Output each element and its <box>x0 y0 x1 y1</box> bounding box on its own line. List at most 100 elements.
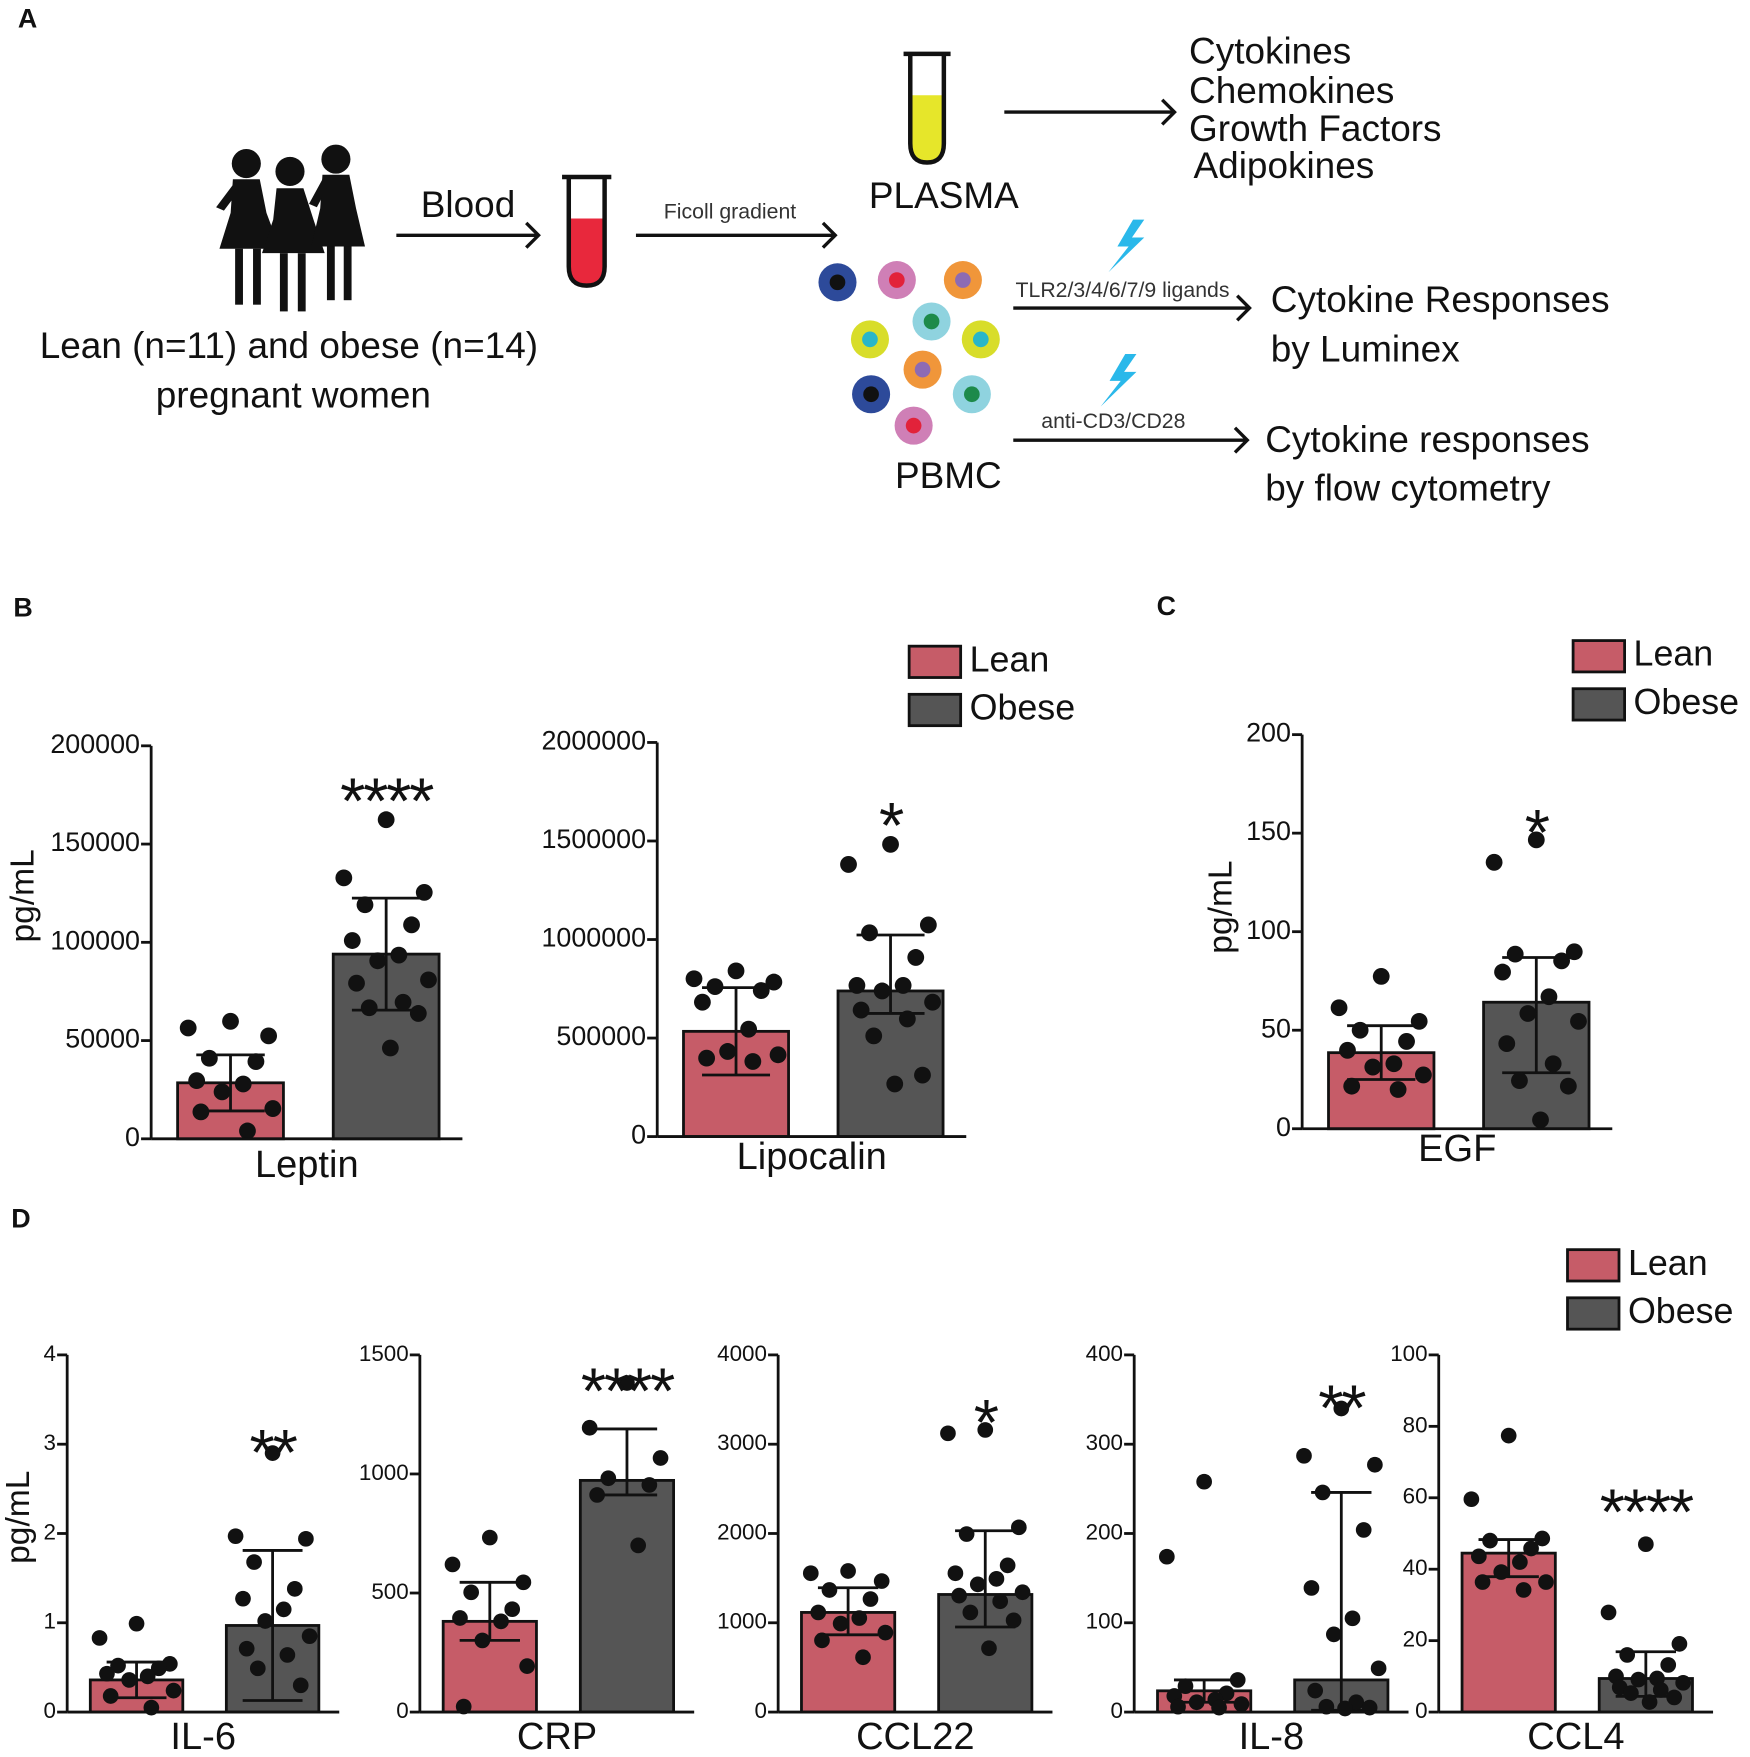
data-point <box>1318 1698 1335 1715</box>
data-point <box>865 1027 883 1045</box>
data-point <box>886 1075 904 1093</box>
data-point <box>139 1668 156 1685</box>
y-tick-label: 1500000 <box>541 824 646 854</box>
data-point <box>947 1565 964 1582</box>
data-point <box>1534 1530 1551 1547</box>
stimulus-label: TLR2/3/4/6/7/9 ligands <box>1016 278 1230 302</box>
data-point <box>1538 1574 1554 1590</box>
bar-chart: 0 1000 2000 3000 4000 * CCL22 <box>717 1341 1053 1757</box>
data-point <box>1370 1660 1387 1677</box>
y-tick-label: 0 <box>1415 1698 1427 1723</box>
data-point <box>802 1565 819 1582</box>
data-point <box>1675 1674 1691 1691</box>
x-label: EGF <box>1418 1128 1496 1170</box>
data-point <box>369 952 387 970</box>
legend-label: Lean <box>1628 1243 1708 1283</box>
arrow <box>1013 294 1252 322</box>
data-point <box>165 1682 182 1699</box>
data-point <box>348 974 365 992</box>
data-point <box>415 884 433 901</box>
data-point <box>260 1027 278 1045</box>
data-point <box>852 1001 870 1019</box>
data-point <box>999 1557 1016 1574</box>
data-point <box>992 1593 1009 1610</box>
data-point <box>1652 1682 1669 1698</box>
stimulus-label: anti-CD3/CD28 <box>1041 409 1185 433</box>
data-point <box>652 1450 669 1466</box>
data-point <box>463 1584 479 1601</box>
data-point <box>969 1576 986 1593</box>
data-point <box>1532 1111 1549 1129</box>
data-point <box>600 1470 617 1487</box>
data-point <box>898 1010 916 1028</box>
data-point <box>719 1043 737 1060</box>
significance: ** <box>1318 1371 1366 1444</box>
y-tick-label: 1000 <box>717 1609 767 1634</box>
output-label: Chemokines <box>1189 70 1394 111</box>
bar <box>578 1478 676 1714</box>
data-point <box>1506 945 1524 963</box>
data-point <box>685 970 703 988</box>
data-point <box>840 1563 856 1579</box>
significance: * <box>1525 796 1550 869</box>
data-point <box>1671 1636 1688 1652</box>
y-tick-label: 4000 <box>717 1341 767 1366</box>
data-point <box>102 1688 119 1704</box>
output-label: by Luminex <box>1271 328 1460 369</box>
data-point <box>1333 1400 1350 1417</box>
y-tick-label: 100 <box>1086 1609 1123 1634</box>
blood-tube <box>562 174 612 288</box>
lightning <box>1108 219 1145 273</box>
data-point <box>919 916 937 934</box>
data-point <box>1512 1554 1528 1570</box>
y-tick-label: 100 <box>1246 915 1291 945</box>
data-point <box>279 1647 296 1663</box>
bar-chart: 0 20 40 60 80 100 **** CCL4 Lean Obese <box>1390 1243 1733 1757</box>
data-point <box>264 1100 282 1117</box>
women-icon <box>216 144 366 312</box>
data-point <box>1523 1540 1539 1557</box>
y-tick-label: 3000 <box>717 1430 767 1455</box>
data-point <box>894 977 912 994</box>
data-point <box>1600 1604 1617 1621</box>
data-point <box>877 1624 894 1641</box>
data-point <box>481 1529 498 1546</box>
data-point <box>298 1531 314 1547</box>
y-tick-label: 0 <box>631 1120 646 1150</box>
data-point <box>200 1049 218 1067</box>
plasma-tube <box>903 51 951 165</box>
data-point <box>286 1581 303 1597</box>
output-label: by flow cytometry <box>1265 467 1551 508</box>
data-point <box>694 993 711 1011</box>
data-point <box>1005 1612 1022 1629</box>
data-point <box>420 971 437 989</box>
y-tick-label: 0 <box>396 1698 408 1723</box>
data-point <box>619 1375 635 1391</box>
data-point <box>1623 1685 1639 1701</box>
data-point <box>150 1660 167 1677</box>
legend-swatch <box>1566 1248 1621 1283</box>
output-label: Growth Factors <box>1189 108 1441 149</box>
data-point <box>765 973 783 991</box>
output-label: Cytokines <box>1189 31 1351 72</box>
data-point <box>1307 1682 1324 1699</box>
x-label: CCL4 <box>1527 1716 1624 1757</box>
data-point <box>1367 1456 1383 1473</box>
data-point <box>409 1005 427 1022</box>
data-point <box>1177 1678 1194 1695</box>
y-tick-label: 200000 <box>50 729 140 759</box>
data-point <box>1398 1033 1415 1050</box>
lightning <box>1100 353 1137 407</box>
data-point <box>238 1640 255 1657</box>
y-tick-label: 2000 <box>717 1519 767 1544</box>
error-bar <box>242 1549 303 1702</box>
data-point <box>1326 1626 1342 1643</box>
legend-label: Obese <box>1628 1291 1734 1331</box>
data-point <box>188 1072 206 1090</box>
data-point <box>360 999 378 1017</box>
data-point <box>394 993 412 1011</box>
data-point <box>121 1672 137 1688</box>
y-tick-label: 1500 <box>359 1341 409 1366</box>
data-point <box>727 962 745 980</box>
arrow <box>396 221 541 249</box>
